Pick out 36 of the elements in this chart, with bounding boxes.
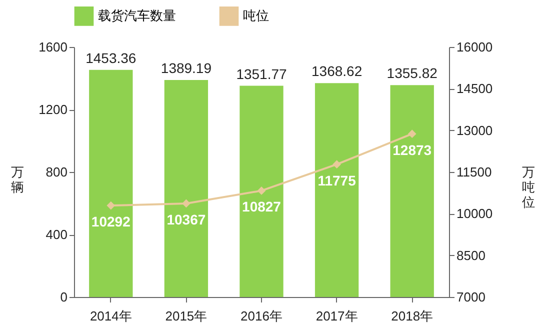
x-tick-label: 2017年 — [316, 308, 358, 324]
data-label: 1355.82 — [386, 65, 438, 82]
y-tick-label: 1200 — [38, 102, 68, 117]
data-label: 1351.77 — [236, 66, 288, 82]
data-label: 10292 — [91, 214, 131, 230]
point — [106, 201, 116, 210]
y-tick-label: 400 — [46, 227, 68, 242]
y-tick-label: 0 — [60, 290, 68, 304]
point — [257, 186, 266, 195]
x-tick-label: 2018年 — [391, 308, 434, 324]
x-tick-label: 2015年 — [165, 308, 208, 324]
data-label: 1368.62 — [311, 63, 362, 80]
legend-label: 载货汽车数量 — [98, 8, 176, 24]
point — [182, 199, 190, 208]
data-label: 12873 — [392, 142, 432, 158]
y2-tick-label: 14500 — [456, 81, 493, 96]
data-label: 10827 — [242, 198, 282, 215]
legend-label: 吨位 — [243, 8, 269, 24]
data-label: 1389.19 — [160, 60, 212, 76]
data-label: 10367 — [166, 211, 206, 228]
point — [408, 130, 416, 138]
y-axis-title: 万辆 — [11, 164, 24, 194]
y2-tick-label: 13000 — [456, 122, 493, 138]
y2-axis-title: 万吨位 — [522, 164, 536, 210]
point — [332, 160, 341, 169]
y-tick-label: 800 — [46, 164, 68, 180]
x-tick-label: 2014年 — [90, 308, 132, 324]
data-label: 11775 — [318, 172, 356, 188]
y2-tick-label: 7000 — [456, 290, 486, 304]
y2-tick-label: 11500 — [456, 164, 492, 180]
x-tick-label: 2016年 — [240, 308, 282, 324]
y2-tick-label: 10000 — [456, 206, 493, 222]
data-label: 1453.36 — [86, 50, 136, 66]
y2-tick-label: 16000 — [456, 40, 493, 54]
y2-tick-label: 8500 — [456, 248, 486, 263]
y-tick-label: 1600 — [38, 40, 68, 54]
